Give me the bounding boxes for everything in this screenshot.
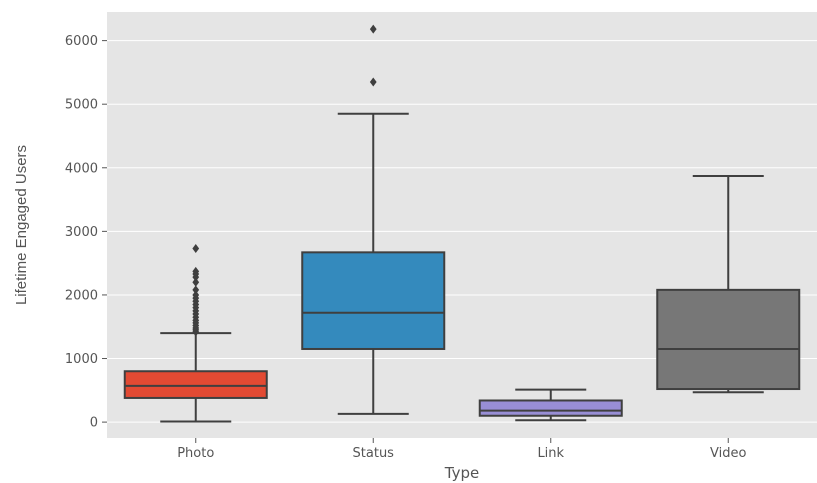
box-video — [656, 175, 801, 394]
y-axis-ticks: 0 1000 2000 3000 4000 5000 6000 — [65, 34, 107, 431]
boxes-group — [123, 24, 801, 423]
box-iqr — [478, 399, 623, 417]
y-axis-label: Lifetime Engaged Users — [13, 145, 30, 305]
outlier-point — [192, 277, 200, 287]
y-tick-label: 1000 — [65, 352, 98, 367]
y-tick-label: 0 — [90, 416, 98, 431]
y-tick-label: 2000 — [65, 288, 98, 303]
x-tick-label: Video — [710, 446, 746, 461]
outlier-point — [369, 24, 377, 34]
y-tick-label: 3000 — [65, 225, 98, 240]
y-tick-label: 6000 — [65, 34, 98, 49]
outlier-point — [192, 285, 200, 295]
box-iqr — [301, 251, 446, 350]
x-tick-label: Photo — [177, 446, 214, 461]
outlier-point — [192, 266, 200, 276]
x-tick-label: Status — [353, 446, 395, 461]
box-link — [478, 388, 623, 422]
outlier-point — [369, 77, 377, 87]
outlier-point — [192, 290, 200, 300]
box-iqr — [123, 370, 268, 399]
y-tick-label: 5000 — [65, 98, 98, 113]
x-axis-ticks: Photo Status Link Video — [177, 438, 747, 461]
outlier-point — [192, 244, 200, 254]
box-status — [301, 24, 446, 415]
box-iqr — [656, 288, 801, 391]
box-photo — [123, 244, 268, 423]
x-axis-label: Type — [444, 464, 479, 482]
x-tick-label: Link — [537, 446, 564, 461]
y-tick-label: 4000 — [65, 161, 98, 176]
